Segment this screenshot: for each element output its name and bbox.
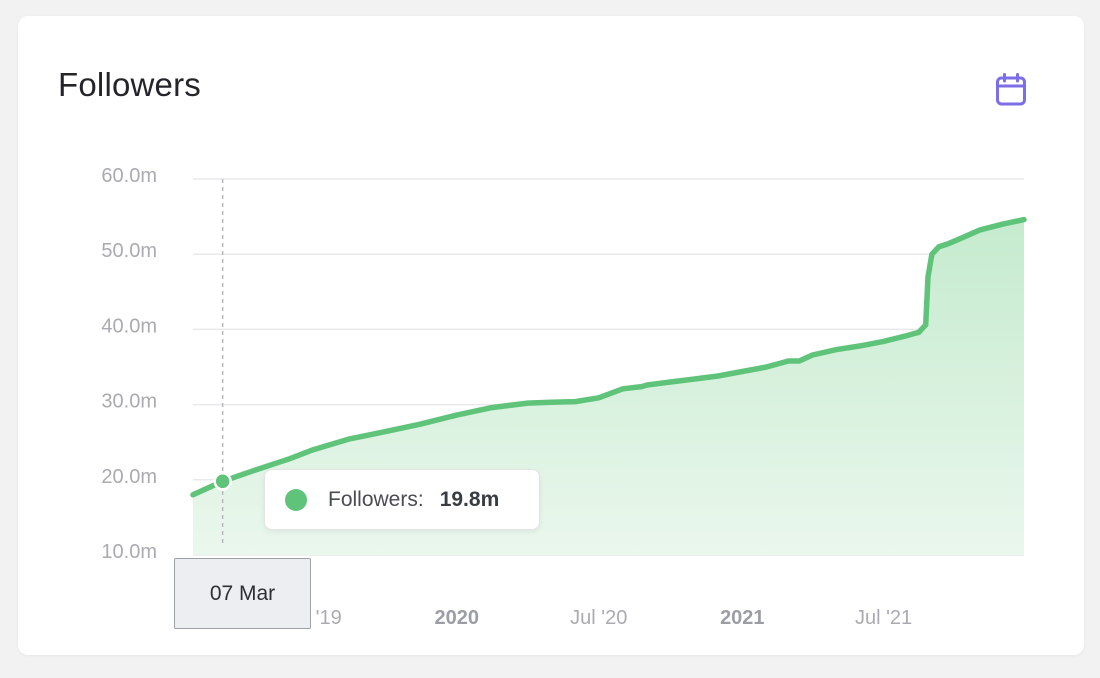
tooltip-label: Followers: (328, 487, 424, 511)
chart-tooltip: Followers: 19.8m (264, 469, 540, 530)
x-tick-label: 2020 (434, 607, 479, 629)
card-title: Followers (58, 66, 202, 103)
calendar-icon (996, 73, 1026, 106)
x-axis: Jul '19 2020 Jul '20 2021 Jul '21 (285, 607, 913, 629)
date-range-button[interactable] (991, 70, 1031, 110)
y-tick-label: 60.0m (101, 165, 157, 187)
y-tick-label: 10.0m (101, 541, 157, 563)
y-axis: 60.0m 50.0m 40.0m 30.0m 20.0m 10.0m (101, 165, 157, 563)
hover-point[interactable] (213, 472, 232, 491)
y-tick-label: 50.0m (101, 240, 157, 262)
hover-date-label: 07 Mar (174, 558, 311, 629)
tooltip-value: 19.8m (439, 487, 500, 511)
x-tick-label: 2021 (720, 607, 765, 629)
x-tick-label: Jul '21 (855, 607, 912, 629)
y-tick-label: 30.0m (101, 391, 157, 413)
y-tick-label: 40.0m (101, 315, 157, 337)
x-tick-label: Jul '20 (570, 607, 627, 629)
y-tick-label: 20.0m (101, 466, 157, 488)
series-line-followers (190, 216, 1027, 498)
tooltip-legend-dot (285, 488, 307, 511)
